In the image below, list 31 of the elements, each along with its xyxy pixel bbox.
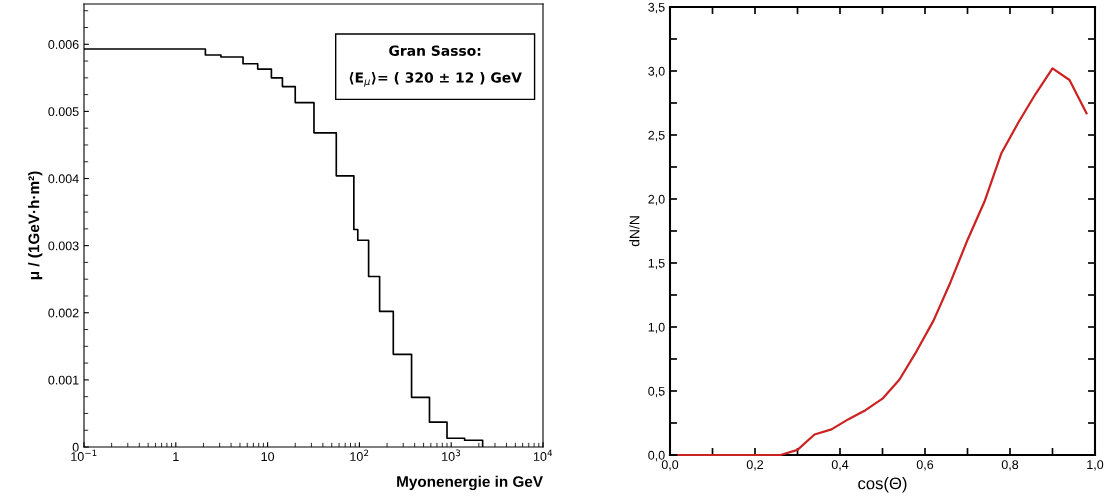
x-tick-label: 0,6 <box>916 460 934 471</box>
x-tick-label: 0,2 <box>746 460 764 471</box>
y-tick-label: 1,5 <box>648 258 665 270</box>
x-axis-title: cos(Θ) <box>858 477 907 493</box>
x-tick-label: 1,0 <box>1087 460 1104 471</box>
y-tick-label: 0.004 <box>48 174 79 184</box>
x-tick-label: 0,4 <box>831 460 849 471</box>
y-tick-label: 0,5 <box>648 386 665 398</box>
y-tick-label: 2,0 <box>648 194 665 206</box>
y-tick-label: 3,0 <box>648 66 665 78</box>
x-tick-label: 10$^{2}$ <box>350 449 369 461</box>
y-tick-label: 0.005 <box>48 107 79 117</box>
y-tick-label: 0.003 <box>48 241 79 251</box>
y-axis-title: μ / (1GeV·h·m²) <box>28 171 43 280</box>
x-tick-label: 10$^{3}$ <box>442 449 461 461</box>
x-tick-label: 10$^{4}$ <box>533 449 553 461</box>
x-tick-label: 10 <box>261 452 275 462</box>
y-axis-title: dN/N <box>629 216 640 247</box>
y-tick-label: 0.002 <box>48 308 79 318</box>
x-axis-title: Myonenergie in GeV <box>397 475 543 491</box>
x-tick-label: 0,8 <box>1001 460 1019 471</box>
y-tick-label: 1,0 <box>648 322 665 334</box>
y-tick-label: 2,5 <box>648 130 665 142</box>
annotation: ⟨E$_{μ}$⟩= ( 320 ± 12 ) GeV <box>349 72 522 87</box>
y-tick-label: 0.006 <box>48 40 79 49</box>
y-tick-label: 3,5 <box>648 2 665 14</box>
x-tick-label: 1 <box>173 452 179 461</box>
x-tick-label: 0,0 <box>661 460 679 471</box>
annotation: Gran Sasso: <box>389 45 481 56</box>
line-series <box>677 67 1088 457</box>
y-tick-label: 0.001 <box>48 375 79 385</box>
